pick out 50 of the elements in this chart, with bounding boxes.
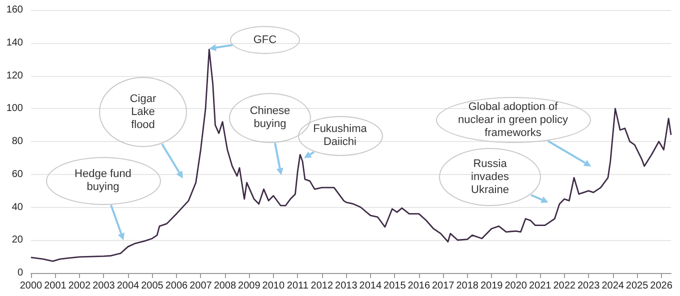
- x-tick-label: 2012: [310, 280, 334, 292]
- annotation: Global adoption of nuclear in green policy frameworks: [456, 100, 570, 140]
- x-tick-label: 2005: [141, 280, 164, 292]
- y-tick-label: 80: [12, 136, 24, 147]
- x-tick-label: 2002: [68, 280, 92, 292]
- x-tick-label: 2021: [528, 280, 552, 292]
- y-tick-label: 160: [6, 4, 24, 16]
- x-tick-label: 2015: [384, 280, 406, 292]
- x-tick-label: 2009: [238, 280, 261, 292]
- x-tick-label: 2019: [480, 280, 504, 292]
- x-tick-label: 2014: [359, 280, 382, 292]
- annotation: GFC: [252, 34, 278, 46]
- annotation: Cigar Lake flood: [128, 92, 158, 132]
- y-tick-label: 60: [12, 168, 24, 180]
- x-tick-label: 2006: [165, 280, 188, 292]
- x-tick-label: 2007: [190, 280, 212, 292]
- x-tick-label: 2018: [456, 280, 479, 292]
- ellipse-outline: Cigar Lake flood: [99, 77, 187, 147]
- x-tick-label: 2017: [432, 280, 455, 292]
- annotation: Hedge fund buying: [74, 168, 132, 194]
- y-tick-label: 140: [6, 37, 24, 48]
- x-tick-label: 2016: [408, 280, 430, 292]
- ellipse-outline: Chinese buying: [229, 93, 311, 143]
- x-tick-label: 2024: [602, 280, 624, 292]
- x-tick-label: 2011: [286, 280, 309, 292]
- x-tick-label: 2000: [20, 280, 43, 292]
- x-tick-label: 2013: [335, 280, 358, 292]
- x-tick-label: 2020: [504, 280, 528, 292]
- ellipse-outline: Fukushima Daiichi: [298, 116, 382, 156]
- x-tick-label: 2004: [116, 280, 140, 292]
- ellipse-outline: Global adoption of nuclear in green policy frameworks: [436, 97, 590, 143]
- ellipse-outline: Hedge fund buying: [46, 157, 160, 205]
- annotation: Fukushima Daiichi: [312, 123, 368, 149]
- x-tick-label: 2010: [262, 280, 285, 292]
- ellipse-outline: Russia invades Ukraine: [439, 148, 541, 206]
- y-tick-label: 120: [6, 70, 24, 82]
- y-tick-label: 100: [6, 103, 24, 114]
- x-tick-label: 2023: [577, 280, 600, 292]
- y-tick-label: 0: [17, 268, 24, 278]
- y-tick-label: 40: [12, 202, 24, 213]
- annotation: Russia invades Ukraine: [470, 158, 510, 196]
- annotation: Chinese buying: [248, 105, 292, 131]
- y-tick-label: 20: [12, 234, 24, 246]
- x-tick-label: 2022: [553, 280, 576, 292]
- x-tick-label: 2026: [650, 280, 673, 292]
- x-tick-label: 2025: [626, 280, 649, 292]
- ellipse-outline: GFC: [230, 26, 300, 54]
- x-tick-label: 2003: [92, 280, 116, 292]
- x-tick-label: 2008: [214, 280, 236, 292]
- x-tick-label: 2001: [44, 280, 67, 292]
